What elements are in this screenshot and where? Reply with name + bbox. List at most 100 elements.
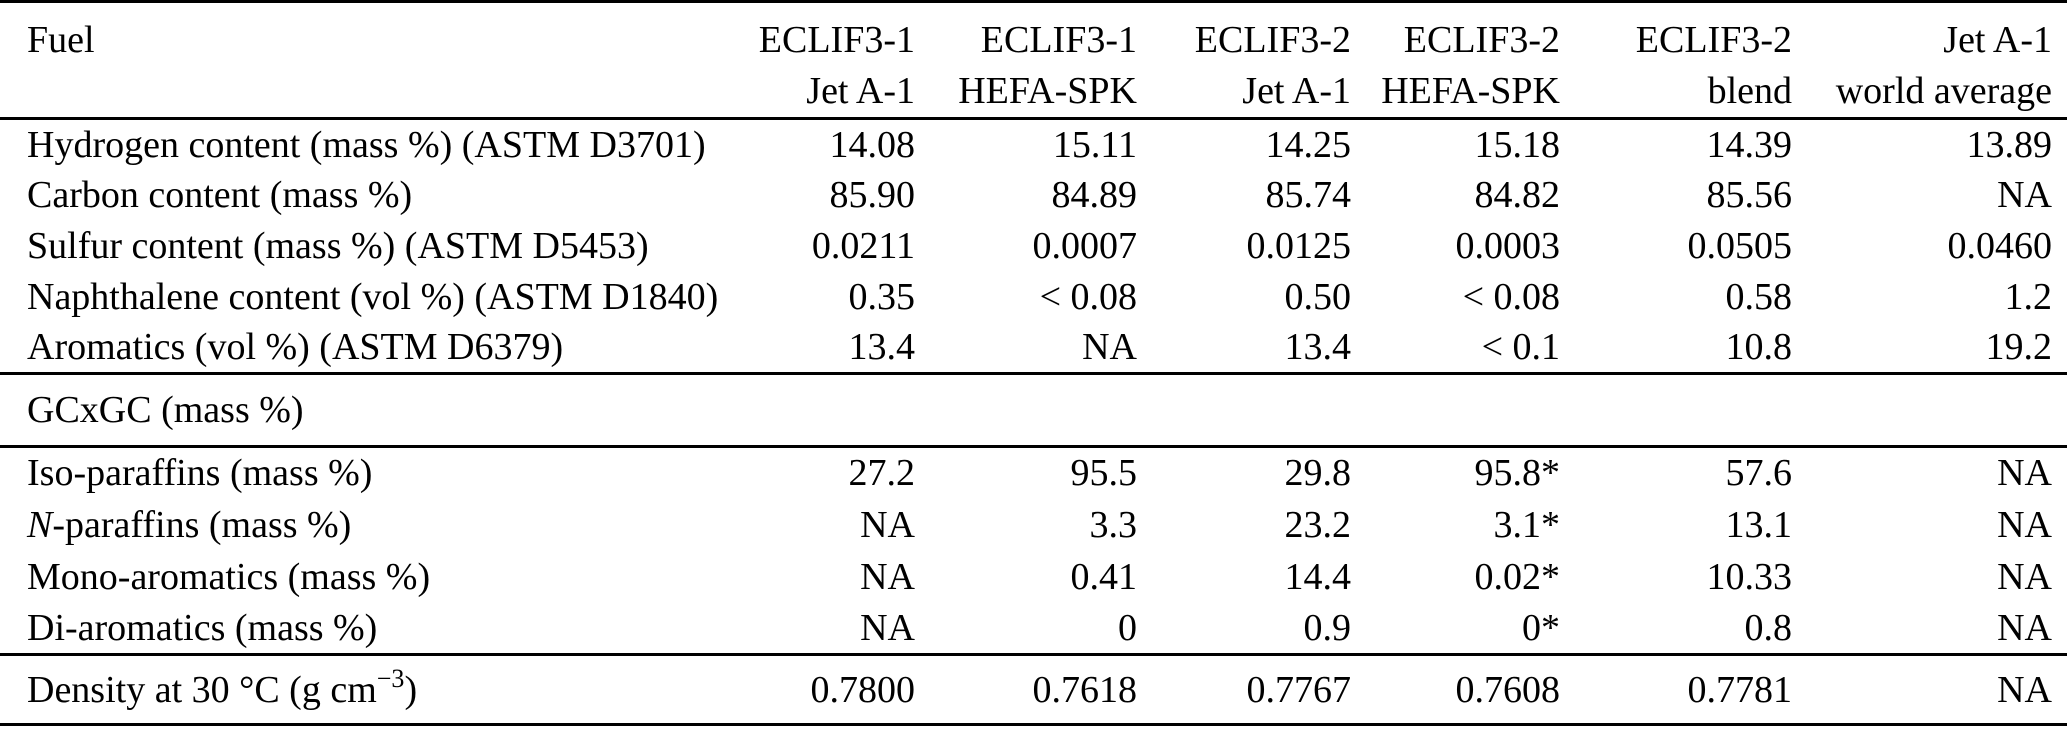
header-line-top: ECLIF3-2 <box>1403 19 1560 61</box>
value-cell: 14.25 <box>1265 123 1352 166</box>
value-cell: 0.0003 <box>1455 225 1561 267</box>
value-cell: 95.8* <box>1474 452 1561 495</box>
table-row-mono-aromatics: Mono-aromatics (mass %) NA 0.41 14.4 0.0… <box>0 551 2067 603</box>
value-cell: 0.0460 <box>1947 225 2053 267</box>
header-line-bottom: world average <box>1835 70 2052 112</box>
header-row: Fuel ECLIF3-1 Jet A-1 ECLIF3-1 HEFA-SPK … <box>0 1 2067 120</box>
header-line-bottom: Jet A-1 <box>1242 70 1351 112</box>
value-cell: 10.8 <box>1575 322 1807 375</box>
value-cell: 15.11 <box>1052 123 1137 166</box>
row-label: Hydrogen content (mass %) (ASTM D3701) <box>27 123 706 166</box>
row-label: Iso-paraffins (mass %) <box>27 452 373 495</box>
header-line-bottom: HEFA-SPK <box>958 70 1137 112</box>
table-row-hydrogen-content: Hydrogen content (mass %) (ASTM D3701) 1… <box>0 119 2067 170</box>
value-cell: 14.39 <box>1706 123 1793 166</box>
row-label: Sulfur content (mass %) (ASTM D5453) <box>27 225 649 267</box>
table-row-di-aromatics: Di-aromatics (mass %) NA 0 0.9 0* 0.8 NA <box>0 602 2067 656</box>
table-row-iso-paraffins: Iso-paraffins (mass %) 27.2 95.5 29.8 95… <box>0 447 2067 499</box>
table-row-naphthalene-content: Naphthalene content (vol %) (ASTM D1840)… <box>0 272 2067 323</box>
value-cell: 13.89 <box>1966 123 2053 166</box>
value-cell: 0.7608 <box>1455 668 1561 711</box>
row-label: Carbon content (mass %) <box>27 174 413 216</box>
value-cell: NA <box>740 602 930 656</box>
value-cell: 0.35 <box>848 276 916 318</box>
column-header-fuel: Fuel <box>0 1 740 120</box>
value-cell: 85.90 <box>829 174 916 216</box>
value-cell: 0.02* <box>1474 555 1561 598</box>
value-cell: 0.50 <box>1284 276 1352 318</box>
value-cell: 95.5 <box>1070 452 1138 495</box>
value-cell: NA <box>860 503 915 546</box>
column-header-eclif3-2-hefaspk: ECLIF3-2 HEFA-SPK <box>1366 1 1575 120</box>
value-cell: 85.74 <box>1265 174 1352 216</box>
table-row-aromatics: Aromatics (vol %) (ASTM D6379) 13.4 NA 1… <box>0 322 2067 375</box>
value-cell: 0.7781 <box>1687 668 1793 711</box>
column-header-eclif3-2-blend: ECLIF3-2 blend <box>1575 1 1807 120</box>
value-cell: 3.3 <box>1089 503 1138 546</box>
row-label: Mono-aromatics (mass %) <box>27 555 431 598</box>
row-label-text-end: ) <box>404 668 418 711</box>
value-cell: 84.82 <box>1474 174 1561 216</box>
value-cell: 85.56 <box>1706 174 1793 216</box>
header-line-bottom: blend <box>1707 70 1792 112</box>
row-label: N-paraffins (mass %) <box>0 499 740 551</box>
value-cell: < 0.08 <box>1039 276 1137 318</box>
value-cell: 0.0211 <box>811 225 915 267</box>
value-cell: 57.6 <box>1725 452 1793 495</box>
value-cell: 0.7800 <box>810 668 916 711</box>
row-label-text: -paraffins (mass %) <box>52 503 352 546</box>
table-row-sulfur-content: Sulfur content (mass %) (ASTM D5453) 0.0… <box>0 221 2067 272</box>
header-line-top: Jet A-1 <box>1943 19 2052 61</box>
value-cell: NA <box>1807 602 2067 656</box>
value-cell: 84.89 <box>1051 174 1138 216</box>
value-cell: < 0.08 <box>1462 276 1560 318</box>
value-cell: 0.0007 <box>1032 225 1138 267</box>
value-cell: 0.41 <box>1070 555 1138 598</box>
value-cell: 19.2 <box>1807 322 2067 375</box>
value-cell: NA <box>930 322 1152 375</box>
value-cell: 0 <box>930 602 1152 656</box>
header-line-top: ECLIF3-2 <box>1194 19 1351 61</box>
value-cell: NA <box>860 555 915 598</box>
value-cell: 0.7767 <box>1246 668 1352 711</box>
table-row-density: Density at 30 °C (g cm−3) 0.7800 0.7618 … <box>0 655 2067 725</box>
section-header-label: GCxGC (mass %) <box>0 373 2067 448</box>
table-row-n-paraffins: N-paraffins (mass %) NA 3.3 23.2 3.1* 13… <box>0 499 2067 551</box>
header-line-bottom: HEFA-SPK <box>1381 70 1560 112</box>
value-cell: 1.2 <box>2004 276 2053 318</box>
section-header-row-gcxgc: GCxGC (mass %) <box>0 373 2067 448</box>
header-line-top: Fuel <box>27 19 95 61</box>
value-cell: 13.4 <box>1152 322 1366 375</box>
table-row-carbon-content: Carbon content (mass %) 85.90 84.89 85.7… <box>0 170 2067 221</box>
value-cell: 0.0505 <box>1687 225 1793 267</box>
row-label: Di-aromatics (mass %) <box>0 602 740 656</box>
value-cell: 0.0125 <box>1246 225 1352 267</box>
value-cell: 0.58 <box>1725 276 1793 318</box>
header-line-top: ECLIF3-2 <box>1635 19 1792 61</box>
value-cell: NA <box>1997 503 2052 546</box>
value-cell: NA <box>1997 452 2052 495</box>
value-cell: 14.4 <box>1284 555 1352 598</box>
value-cell: 13.4 <box>740 322 930 375</box>
column-header-eclif3-2-jeta1: ECLIF3-2 Jet A-1 <box>1152 1 1366 120</box>
column-header-eclif3-1-hefaspk: ECLIF3-1 HEFA-SPK <box>930 1 1152 120</box>
value-cell: NA <box>1997 174 2052 216</box>
value-cell: 0.9 <box>1152 602 1366 656</box>
value-cell: 15.18 <box>1474 123 1561 166</box>
value-cell: NA <box>1997 668 2052 711</box>
header-line-bottom: Jet A-1 <box>806 70 915 112</box>
column-header-jeta1-world-average: Jet A-1 world average <box>1807 1 2067 120</box>
row-label: Naphthalene content (vol %) (ASTM D1840) <box>27 276 719 318</box>
row-label: Aromatics (vol %) (ASTM D6379) <box>0 322 740 375</box>
value-cell: < 0.1 <box>1366 322 1575 375</box>
row-label-text: Density at 30 °C (g cm <box>27 668 377 711</box>
value-cell: 13.1 <box>1725 503 1793 546</box>
value-cell: 0* <box>1366 602 1575 656</box>
header-line-top: ECLIF3-1 <box>758 19 915 61</box>
row-label-italic-prefix: N <box>27 503 53 546</box>
value-cell: 10.33 <box>1706 555 1793 598</box>
row-label: Density at 30 °C (g cm−3) <box>0 655 740 725</box>
value-cell: 27.2 <box>848 452 916 495</box>
column-header-eclif3-1-jeta1: ECLIF3-1 Jet A-1 <box>740 1 930 120</box>
